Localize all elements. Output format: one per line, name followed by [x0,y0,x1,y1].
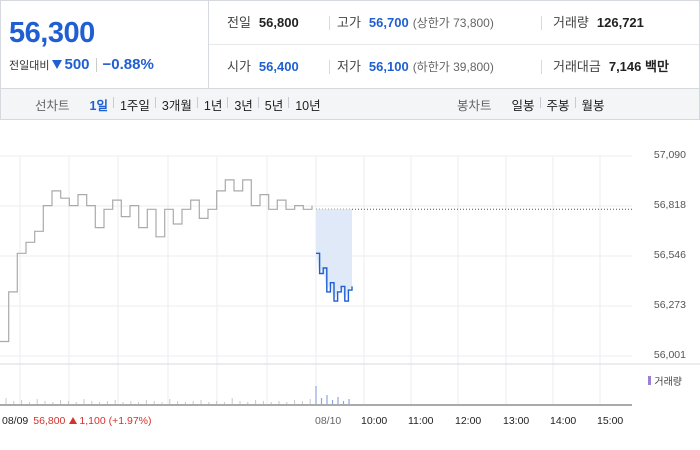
stat-high: 고가 56,700 (상한가 73,800) [337,1,494,45]
divider [95,57,97,72]
candle-chart-tabs: 봉차트 일봉 주봉 월봉 [457,89,611,119]
prev-day-series-line [0,179,313,343]
stat-value: 56,800 [258,15,299,30]
stat-value: 7,146 백만 [608,59,669,74]
y-tick-label: 56,001 [653,349,686,361]
divider [329,60,330,74]
volume-swatch [648,376,652,385]
y-tick-label: 56,546 [653,249,686,261]
x-tick-label: 12:00 [455,415,482,427]
divider [329,16,330,30]
price-chart[interactable]: 거래량 08/09 56,800 1,100 (+1.97%) 57,090 56,8… [0,120,700,450]
candle-chart-label: 봉차트 [457,98,492,113]
stat-trade-value: 거래대금 7,146 백만 [553,45,669,89]
y-tick-label: 56,273 [653,299,686,311]
stat-label: 고가 [337,15,361,30]
prev-day-rate: (+1.97%) [108,415,152,427]
y-tick-label: 56,818 [653,199,686,211]
divider [541,16,542,30]
tab-line-1[interactable]: 1주일 [112,95,156,114]
stat-value: 56,400 [258,59,299,74]
stat-sub: (하한가 39,800) [412,60,494,74]
stat-label: 시가 [227,59,251,74]
x-tick-label: 11:00 [408,415,434,427]
chart-canvas [0,155,700,406]
divider [541,60,542,74]
up-triangle-icon [69,417,78,424]
stat-label: 저가 [337,59,361,74]
down-triangle-icon [52,60,63,69]
current-price: 56,300 [9,17,95,49]
stats-panel: 전일 56,800 고가 56,700 (상한가 73,800) 거래량 126,721… [209,1,699,89]
stat-label: 전일 [227,15,251,30]
stat-prev-close: 전일 56,800 [227,1,299,45]
change-rate: −0.88% [102,56,154,73]
change-row: 전일대비 500 −0.88% [9,56,154,73]
today-area-fill [316,209,352,302]
stat-sub: (상한가 73,800) [412,16,494,30]
prev-day-info: 08/09 56,800 1,100 (+1.97%) [2,415,152,427]
x-tick-label: 14:00 [550,415,577,427]
line-chart-tabs: 선차트 1일 1주일 3개월 1년 3년 5년 10년 [35,89,327,119]
tab-line-4[interactable]: 3년 [227,95,258,114]
x-tick-label: 13:00 [503,415,530,427]
tab-candle-0[interactable]: 일봉 [511,98,535,113]
line-chart-label: 선차트 [35,98,70,113]
tab-line-2[interactable]: 3개월 [154,95,198,114]
tab-line-5[interactable]: 5년 [257,95,289,114]
chart-tab-bar: 선차트 1일 1주일 3개월 1년 3년 5년 10년 봉차트 일봉 주봉 월봉 [0,88,700,120]
prev-day-label: 08/09 [2,415,29,427]
tab-line-3[interactable]: 1년 [196,95,228,114]
today-series-line [316,252,353,302]
stats-row-1: 전일 56,800 고가 56,700 (상한가 73,800) 거래량 126,721 [209,1,699,45]
y-tick-label: 57,090 [653,149,686,161]
stat-label: 거래량 [553,15,589,30]
x-tick-label: 10:00 [361,415,388,427]
volume-legend-label: 거래량 [654,377,682,388]
tab-line-6[interactable]: 10년 [288,95,326,114]
stat-value: 56,700 [368,15,409,30]
volume-legend: 거래량 [648,373,682,388]
stat-low: 저가 56,100 (하한가 39,800) [337,45,494,89]
stat-open: 시가 56,400 [227,45,299,89]
change-label: 전일대비 [9,59,50,72]
tab-candle-2[interactable]: 월봉 [574,95,611,114]
tab-line-0[interactable]: 1일 [89,98,108,113]
x-tick-label: 15:00 [597,415,624,427]
stat-label: 거래대금 [553,59,601,74]
stats-row-2: 시가 56,400 저가 56,100 (하한가 39,800) 거래대금 7,146 … [209,45,699,89]
stat-volume: 거래량 126,721 [553,1,644,45]
stat-value: 126,721 [596,15,644,30]
prev-day-change: 1,100 [79,415,106,427]
price-box: 56,300 전일대비 500 −0.88% [1,1,209,89]
quote-header: 56,300 전일대비 500 −0.88% 전일 56,800 고가 56,700… [0,0,700,89]
x-tick-label: 08/10 [315,415,342,427]
tab-candle-1[interactable]: 주봉 [539,95,576,114]
stat-value: 56,100 [368,59,409,74]
change-amount: 500 [64,56,90,73]
prev-day-close: 56,800 [33,415,66,427]
